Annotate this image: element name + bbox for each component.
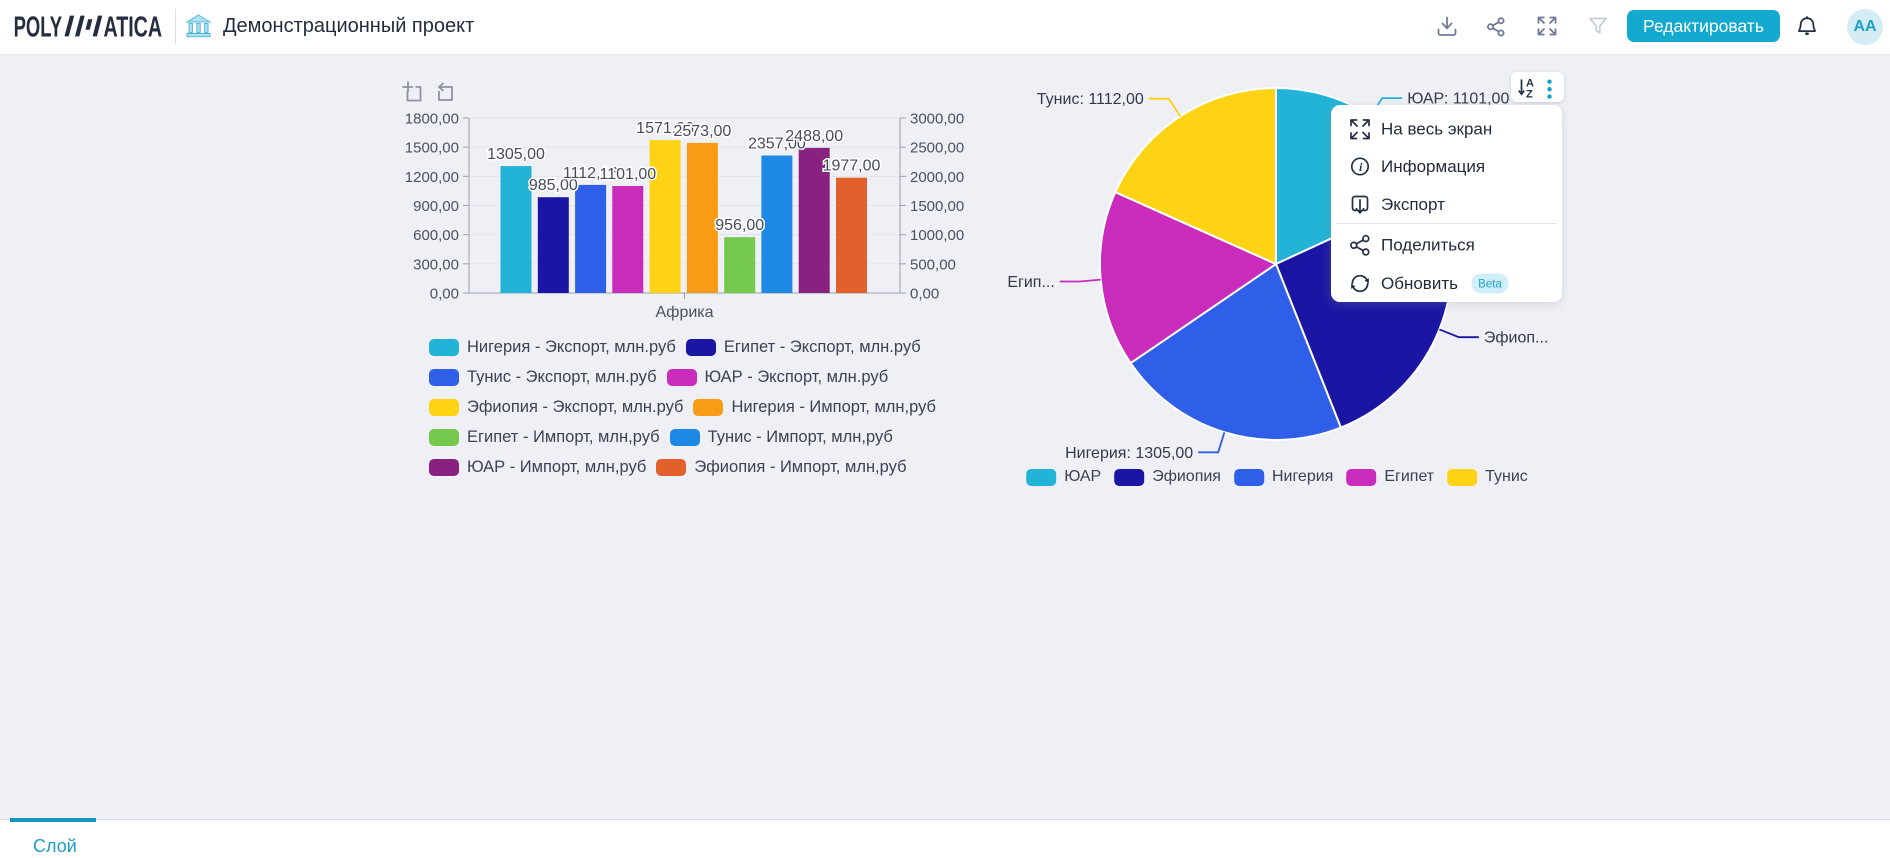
svg-text:2000,00: 2000,00	[910, 169, 964, 186]
svg-text:Тунис: 1112,00: Тунис: 1112,00	[1037, 91, 1144, 108]
svg-text:Z: Z	[1526, 88, 1533, 100]
svg-text:900,00: 900,00	[413, 198, 459, 215]
svg-text:956,00: 956,00	[715, 217, 764, 234]
svg-text:Африка: Африка	[655, 304, 713, 321]
svg-text:На весь экран: На весь экран	[1381, 120, 1492, 139]
svg-text:2573,00: 2573,00	[673, 123, 731, 140]
svg-text:ЮАР: 1101,00: ЮАР: 1101,00	[1407, 91, 1509, 108]
svg-text:Beta: Beta	[1478, 278, 1502, 290]
svg-text:Экспорт: Экспорт	[1381, 195, 1445, 214]
svg-text:500,00: 500,00	[910, 256, 956, 273]
svg-text:2500,00: 2500,00	[910, 140, 964, 157]
svg-text:Поделиться: Поделиться	[1381, 236, 1475, 255]
svg-text:i: i	[1359, 160, 1363, 174]
svg-text:A: A	[1526, 77, 1534, 89]
svg-text:1200,00: 1200,00	[405, 169, 459, 186]
svg-text:1112,16: 1112,16	[563, 165, 619, 182]
svg-text:Информация: Информация	[1381, 157, 1485, 176]
svg-text:1500,00: 1500,00	[910, 198, 964, 215]
svg-text:1800,00: 1800,00	[405, 111, 459, 128]
svg-text:1977,00: 1977,00	[823, 158, 881, 175]
svg-text:ATICA: ATICA	[104, 12, 163, 44]
svg-text:0,00: 0,00	[910, 286, 939, 303]
svg-text:2488,00: 2488,00	[785, 128, 843, 145]
svg-text:Нигерия: 1305,00: Нигерия: 1305,00	[1065, 445, 1193, 462]
svg-text:1500,00: 1500,00	[405, 140, 459, 157]
svg-text:1101,00: 1101,00	[599, 166, 656, 183]
svg-text:1305,00: 1305,00	[487, 146, 545, 163]
svg-text:3000,00: 3000,00	[910, 111, 964, 128]
svg-text:POLY: POLY	[14, 12, 63, 44]
svg-text:600,00: 600,00	[413, 227, 459, 244]
svg-text:300,00: 300,00	[413, 256, 459, 273]
svg-text:Обновить: Обновить	[1381, 274, 1458, 293]
svg-text:Егип...: Егип...	[1007, 274, 1054, 291]
svg-text:0,00: 0,00	[430, 286, 459, 303]
svg-text:Эфиоп...: Эфиоп...	[1484, 330, 1549, 347]
svg-text:2357,00: 2357,00	[748, 136, 806, 153]
svg-text:985,00: 985,00	[529, 177, 578, 194]
svg-text:1000,00: 1000,00	[910, 227, 964, 244]
svg-text:1571,26: 1571,26	[636, 120, 694, 137]
